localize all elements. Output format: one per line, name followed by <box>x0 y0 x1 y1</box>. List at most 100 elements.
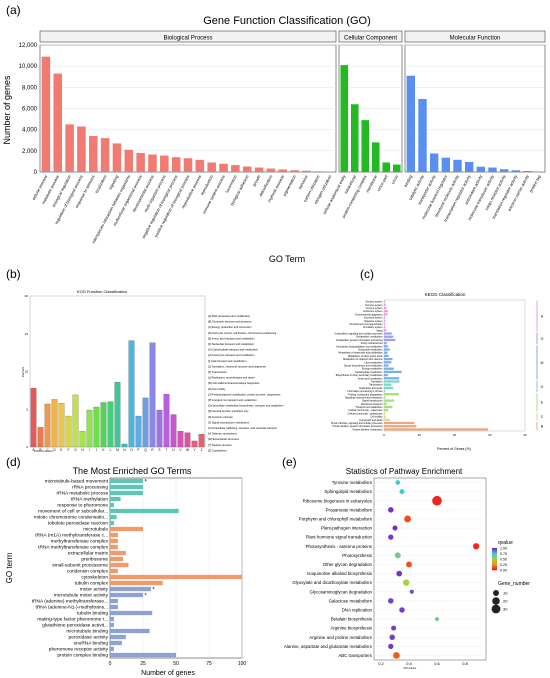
panel-b-legend-item: [U] Intracellular trafficking, secretion… <box>208 426 277 430</box>
panel-c-ytick-label: Signal transduction <box>362 400 383 403</box>
panel-b-xtick-label: J <box>96 448 98 452</box>
panel-e-colorbar-segment <box>492 561 497 563</box>
panel-d-bar <box>110 568 118 574</box>
panel-a-bar <box>41 56 51 173</box>
panel-d-bar <box>110 646 114 652</box>
panel-e-colorbar-segment <box>492 551 497 553</box>
panel-c-ytick-label: Circulatory system <box>363 326 383 329</box>
panel-b-legend-item: [L] Replication, recombination and repai… <box>208 376 255 380</box>
panel-b-ytick-label: 0 <box>26 445 28 449</box>
panel-a-bar <box>441 157 451 172</box>
panel-a-title: Gene Function Classification (GO) <box>203 15 371 27</box>
panel-d-ytick-label: mitotic chromosome condensatio... <box>34 515 108 521</box>
panel-e-plot-area <box>373 477 487 661</box>
panel-e-ytick-label: Arginine biosynthesis <box>331 626 373 631</box>
panel-b-bar <box>30 387 37 448</box>
panel-c-ytick-label: Transcription <box>369 384 383 387</box>
panel-c-ytick-label: Signaling molecules and interaction <box>345 396 383 399</box>
panel-a-xtick-label: immune system process <box>201 174 226 214</box>
panel-c-ytick-label: Aging <box>376 329 383 332</box>
panel-c-bar <box>384 345 388 348</box>
panel-d-xtick-label: 25 <box>140 661 146 667</box>
panel-b-bar <box>191 440 198 448</box>
panel-d-xtick-label: 0 <box>109 661 112 667</box>
panel-e-ytick-label: Glyoxylate and dicarboxylate metabolism <box>292 580 372 585</box>
panel-c-ytick-label: Cell motility <box>370 416 383 419</box>
panel-b-legend-item: [G] Carbohydrate transport and metabolis… <box>208 348 258 352</box>
panel-e-colorbar-tick: 0.00 <box>500 569 507 573</box>
panel-e-ytick-label: Galactose metabolism <box>329 598 373 603</box>
panel-d-enriched-go-terms: (d) The Most Enriched GO Terms GO term N… <box>5 455 246 677</box>
panel-c-ytick-label: Nervous system <box>365 304 382 307</box>
panel-c-ytick-label: Amino acid metabolism <box>358 377 383 380</box>
panel-e-point <box>403 579 410 586</box>
panel-b-legend-item: [M] Cell wall/membrane/envelope biogenes… <box>208 381 260 385</box>
panel-b-ytick-label: 5 <box>26 407 28 411</box>
panel-a-bar <box>453 159 462 172</box>
panel-b-xtick-label: M <box>116 448 119 452</box>
panel-c-ytick-label: Protein families: metabolism <box>353 428 383 431</box>
panel-a-bar <box>136 152 145 172</box>
panel-e-ytick-label: Betalain biosynthesis <box>331 617 373 622</box>
panel-c-ytick-label: Lipid metabolism <box>365 361 383 364</box>
panel-a-bar <box>350 104 359 172</box>
panel-b-xtick-label: A <box>32 448 35 452</box>
panel-c-group-label: H <box>541 314 544 318</box>
panel-e-xlabel: Rich Factor <box>404 667 417 670</box>
panel-e-color-legend-title: qvalue <box>498 540 513 546</box>
panel-b-bar <box>51 399 58 448</box>
panel-b-legend-item: [V] Defense mechanisms <box>208 432 238 436</box>
panel-a-label: (a) <box>6 3 21 17</box>
panel-d-ytick-label: tubulin binding <box>77 611 108 617</box>
panel-a-bar <box>195 159 205 172</box>
panel-b-xtick-label: D <box>53 448 56 452</box>
panel-c-bar <box>384 316 386 319</box>
panel-b-bar <box>65 415 72 448</box>
panel-c-ytick-label: Excretory system <box>364 317 382 320</box>
panel-c-ytick-label: Glycan biosynthesis and metabolism <box>344 365 383 368</box>
panel-e-colorbar-tick: 0.50 <box>500 558 507 562</box>
panel-e-ytick-label: Plant-pathogen interaction <box>321 526 373 531</box>
panel-c-bar <box>384 300 386 303</box>
panel-d-ytick-label: microtubule <box>83 527 108 533</box>
panel-b-bar <box>37 427 44 448</box>
panel-a-bar <box>418 98 427 172</box>
panel-b-xlabel: KOG Function <box>34 449 53 453</box>
panel-e-colorbar-segment <box>492 554 497 556</box>
panel-b-bar <box>198 434 205 448</box>
panel-c-ytick-label: Digestive system <box>364 320 382 323</box>
panel-e-ytick-label: Photosynthesis <box>342 553 373 558</box>
panel-a-bar <box>511 170 521 172</box>
panel-a-facet-strip <box>338 30 403 43</box>
panel-c-xtick-label: 20 <box>453 433 457 437</box>
panel-a-bar <box>266 168 276 172</box>
panel-b-ytick-label: 10 <box>25 370 29 374</box>
panel-d-bar <box>110 520 114 526</box>
panel-e-ytick-label: Plant hormone signal transduction <box>306 535 373 540</box>
panel-b-bar <box>121 443 128 448</box>
panel-c-ytick-label: Transport and catabolism <box>356 406 383 409</box>
panel-c-ytick-label: Biosynthesis of other secondary metaboli… <box>336 374 384 377</box>
panel-c-bar <box>384 319 386 322</box>
panel-b-xtick-label: E <box>60 448 62 452</box>
panel-e-ytick-label: Tyrosine metabolism <box>332 480 373 485</box>
panel-c-bar <box>384 428 488 431</box>
panel-c-bar <box>384 421 415 425</box>
panel-a-xtick-label: signaling <box>108 174 120 190</box>
panel-c-ytick-label: Development and regeneration <box>350 323 383 326</box>
panel-b-bar <box>44 403 51 448</box>
panel-c-ytick-label: Endocrine system <box>363 310 382 313</box>
panel-a-bar <box>53 73 63 172</box>
panel-c-bar <box>384 326 386 329</box>
panel-e-point <box>434 616 440 622</box>
panel-a-bar <box>242 166 252 172</box>
panel-e-point <box>409 589 414 594</box>
panel-b-legend-item: [I] Lipid transport and metabolism <box>208 359 246 363</box>
panel-c-bar <box>384 313 388 316</box>
panel-e-ytick-label: Alanine, aspartate and glutamate metabol… <box>284 644 372 649</box>
panel-a-bar <box>254 167 264 172</box>
panel-e-colorbar-tick: 0.75 <box>500 552 507 556</box>
panel-b-xtick-label: B <box>39 448 41 452</box>
panel-c-ytick-label: Immune system <box>366 307 383 310</box>
panel-d-ytick-label: microtubule-based movement <box>45 479 109 485</box>
